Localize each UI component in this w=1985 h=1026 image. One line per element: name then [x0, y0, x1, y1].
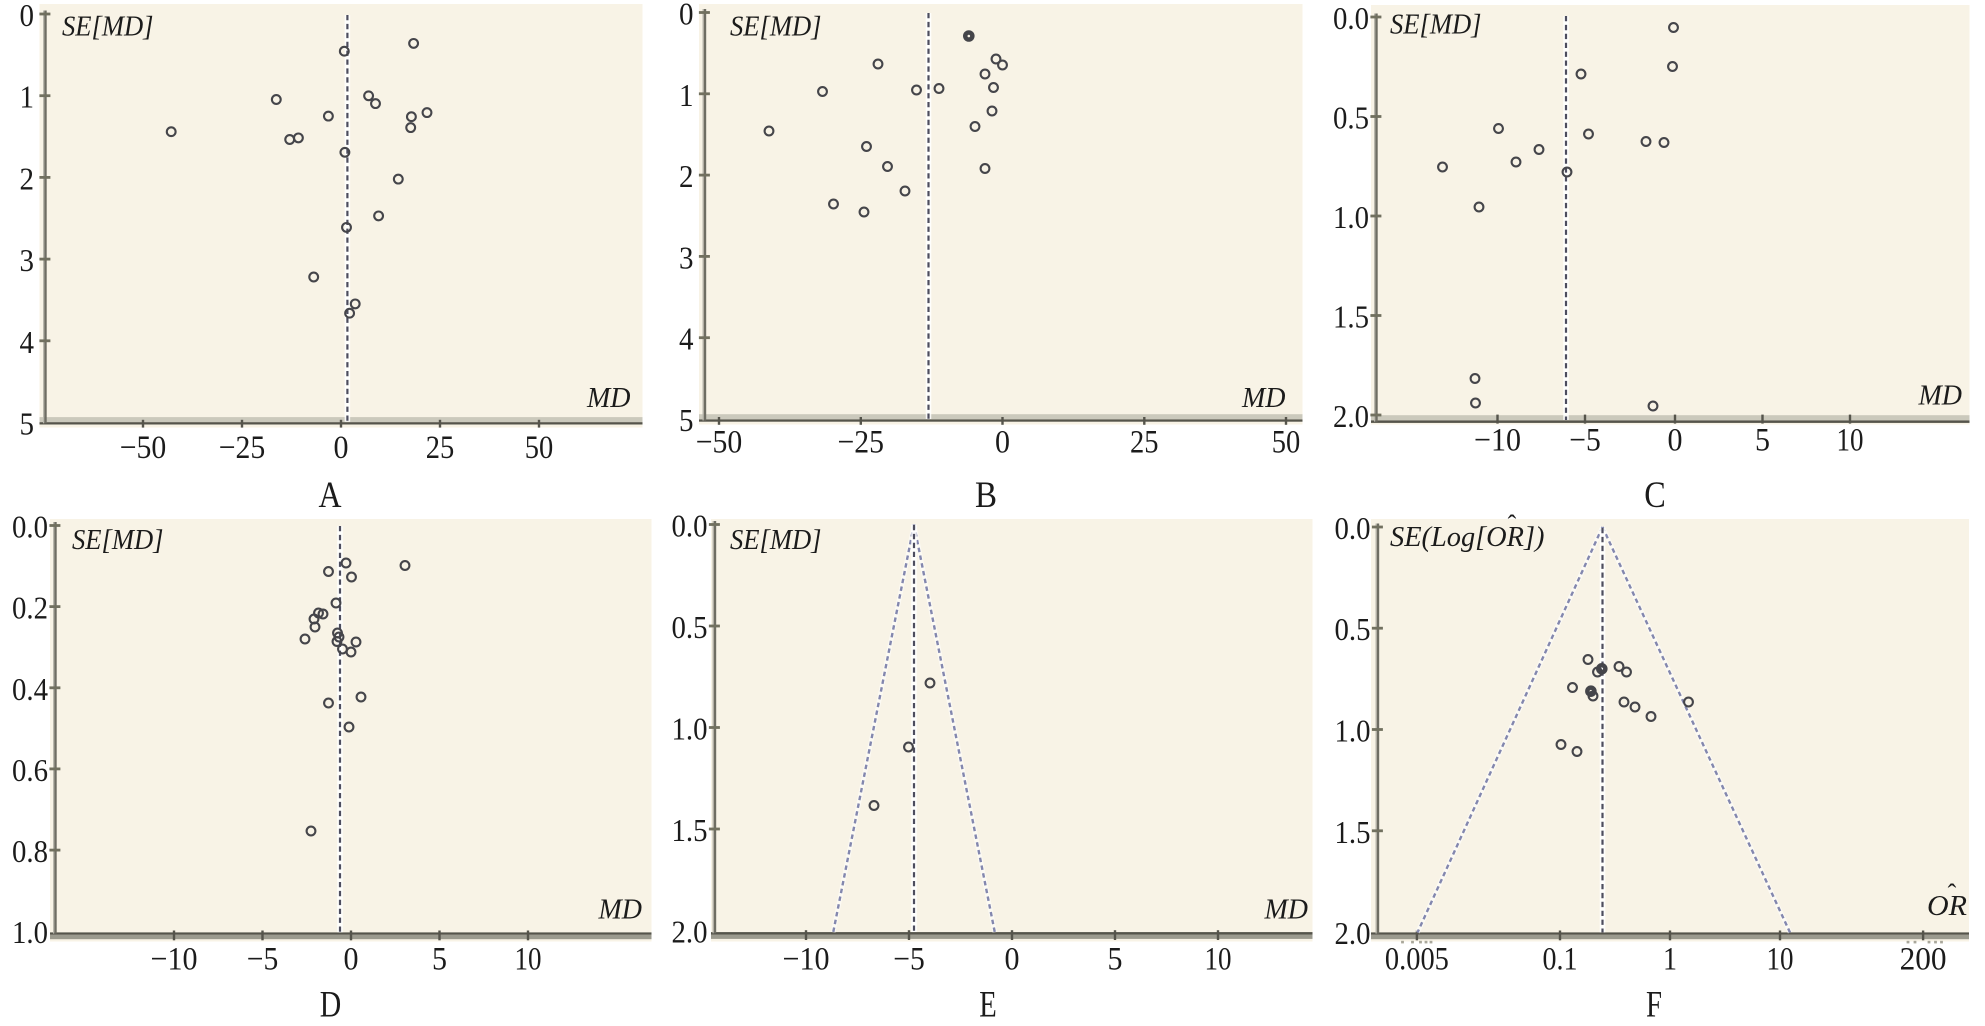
svg-text:0.6: 0.6 [12, 752, 48, 788]
svg-text:1.5: 1.5 [672, 812, 708, 848]
svg-text:MD: MD [598, 894, 643, 926]
svg-text:0: 0 [679, 0, 694, 32]
svg-text:4: 4 [20, 324, 35, 360]
svg-text:SE[MD]: SE[MD] [730, 11, 822, 43]
svg-text:−5: −5 [247, 942, 279, 978]
svg-text:10: 10 [1767, 942, 1794, 978]
svg-text:0: 0 [1005, 942, 1020, 978]
svg-text:2: 2 [20, 160, 35, 196]
svg-text:0.0: 0.0 [12, 509, 48, 545]
svg-text:−50: −50 [696, 424, 743, 460]
svg-text:200: 200 [1900, 942, 1947, 978]
svg-text:SE[MD]: SE[MD] [1390, 9, 1482, 41]
svg-text:0: 0 [344, 942, 359, 978]
svg-text:1: 1 [1663, 942, 1677, 978]
svg-text:SE[MD]: SE[MD] [62, 11, 154, 43]
svg-text:−5: −5 [893, 942, 925, 978]
svg-text:A: A [319, 475, 342, 516]
svg-text:SE(Log[OR]): SE(Log[OR]) [1390, 521, 1545, 553]
svg-text:1: 1 [20, 79, 35, 115]
svg-text:0.005: 0.005 [1385, 942, 1449, 978]
svg-text:−25: −25 [219, 430, 266, 466]
svg-text:5: 5 [1755, 423, 1770, 459]
svg-text:−25: −25 [838, 424, 885, 460]
svg-text:5: 5 [432, 942, 447, 978]
svg-text:ˆ: ˆ [1948, 879, 1957, 908]
svg-text:1.0: 1.0 [12, 914, 48, 950]
svg-text:MD: MD [586, 382, 631, 414]
svg-text:0.2: 0.2 [12, 590, 48, 626]
svg-text:−10: −10 [1474, 423, 1521, 459]
svg-text:25: 25 [426, 430, 455, 466]
svg-text:0.0: 0.0 [1335, 510, 1371, 546]
svg-text:1.5: 1.5 [1333, 299, 1369, 335]
svg-text:4: 4 [679, 321, 694, 357]
svg-text:0: 0 [995, 424, 1010, 460]
svg-text:MD: MD [1264, 894, 1309, 926]
svg-text:5: 5 [1108, 942, 1123, 978]
svg-text:0.0: 0.0 [672, 508, 708, 544]
svg-text:2: 2 [679, 158, 694, 194]
svg-text:MD: MD [1918, 380, 1963, 412]
svg-text:E: E [979, 985, 997, 1026]
svg-text:−50: −50 [120, 430, 167, 466]
svg-text:0: 0 [20, 0, 35, 33]
svg-text:C: C [1644, 475, 1666, 516]
svg-text:0.4: 0.4 [12, 671, 48, 707]
svg-text:0.8: 0.8 [12, 833, 48, 869]
svg-text:2.0: 2.0 [1335, 915, 1371, 951]
svg-text:0.5: 0.5 [672, 609, 708, 645]
svg-text:50: 50 [1272, 424, 1301, 460]
svg-text:10: 10 [515, 942, 542, 978]
svg-text:0.0: 0.0 [1333, 0, 1369, 36]
svg-text:10: 10 [1837, 423, 1864, 459]
svg-text:−10: −10 [151, 942, 198, 978]
svg-text:−5: −5 [1569, 423, 1601, 459]
svg-text:2.0: 2.0 [672, 914, 708, 950]
svg-text:0.5: 0.5 [1335, 611, 1371, 647]
svg-text:10: 10 [1205, 942, 1232, 978]
svg-text:B: B [975, 475, 997, 516]
svg-text:5: 5 [679, 402, 694, 438]
svg-text:−10: −10 [783, 942, 830, 978]
svg-text:50: 50 [525, 430, 554, 466]
svg-text:3: 3 [20, 242, 35, 278]
svg-text:MD: MD [1241, 382, 1286, 414]
svg-text:1.0: 1.0 [1333, 199, 1369, 235]
svg-text:F: F [1646, 985, 1662, 1026]
svg-text:1.0: 1.0 [1335, 713, 1371, 749]
svg-text:D: D [320, 985, 342, 1026]
svg-text:1: 1 [679, 77, 694, 113]
svg-text:3: 3 [679, 239, 694, 275]
svg-text:25: 25 [1130, 424, 1159, 460]
svg-text:1.5: 1.5 [1335, 814, 1371, 850]
svg-text:0: 0 [334, 430, 349, 466]
svg-text:OR: OR [1927, 890, 1967, 922]
svg-text:0: 0 [1668, 423, 1683, 459]
svg-text:0.1: 0.1 [1543, 942, 1578, 978]
svg-text:SE[MD]: SE[MD] [72, 524, 164, 556]
svg-text:5: 5 [20, 406, 35, 442]
svg-text:2.0: 2.0 [1333, 398, 1369, 434]
svg-text:0.5: 0.5 [1333, 100, 1369, 136]
svg-text:ˆ: ˆ [1508, 510, 1517, 539]
svg-text:1.0: 1.0 [672, 711, 708, 747]
svg-text:SE[MD]: SE[MD] [730, 524, 822, 556]
